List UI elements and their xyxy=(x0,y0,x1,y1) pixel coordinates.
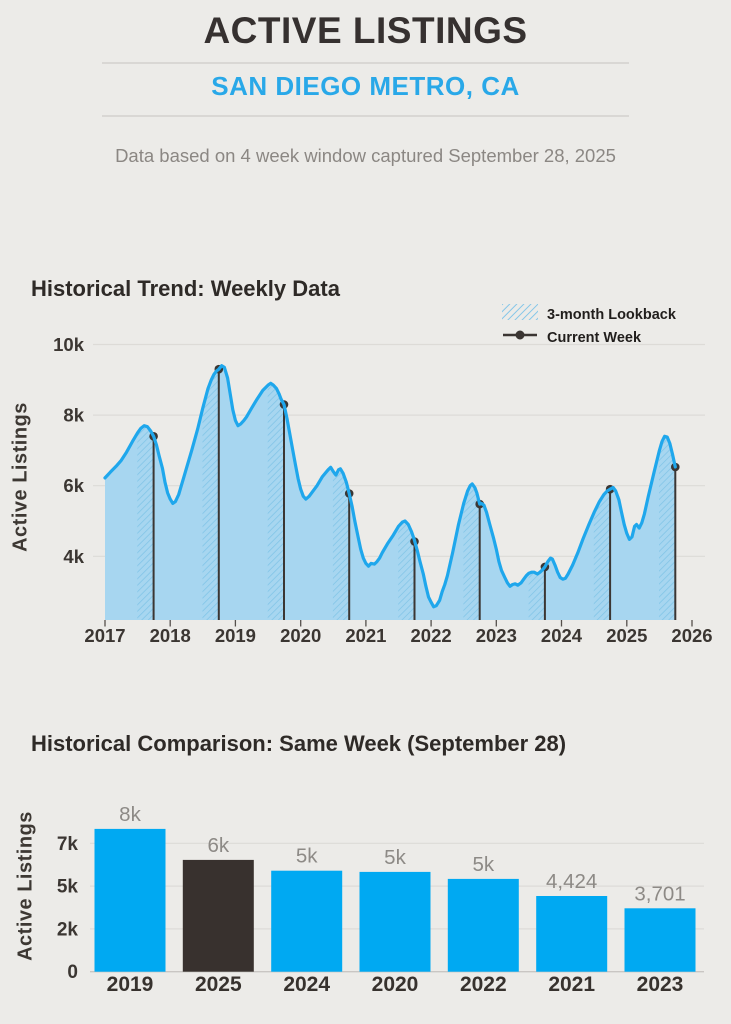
legend-row-lookback: 3-month Lookback xyxy=(502,303,676,326)
trend-section-title: Historical Trend: Weekly Data xyxy=(31,276,340,301)
trend-area xyxy=(105,365,676,620)
data-window-caption: Data based on 4 week window captured Sep… xyxy=(115,145,616,166)
bar-value-label: 5k xyxy=(472,853,494,876)
lookback-hatch-swatch-icon xyxy=(502,304,538,325)
trend-x-tick-label: 2023 xyxy=(476,625,517,646)
bar-year-label: 2022 xyxy=(460,973,507,996)
bar-year-label: 2021 xyxy=(548,973,595,996)
lookback-band xyxy=(528,365,545,620)
bar-year-label: 2019 xyxy=(107,973,154,996)
trend-y-tick-label: 6k xyxy=(63,475,84,496)
lookback-band xyxy=(593,365,611,620)
bar-y-tick-label: 7k xyxy=(57,834,79,855)
legend-label-current-week: Current Week xyxy=(547,329,642,346)
trend-line xyxy=(103,364,677,609)
bar-2021 xyxy=(536,896,608,972)
trend-y-tick-label: 10k xyxy=(53,334,85,355)
trend-x-tick-label: 2019 xyxy=(215,625,256,646)
trend-x-tick-label: 2017 xyxy=(84,625,125,646)
legend-row-current-week: Current Week xyxy=(502,326,676,349)
trend-x-tick-label: 2022 xyxy=(411,625,452,646)
divider xyxy=(102,115,629,117)
bar-2024 xyxy=(271,870,343,972)
trend-x-axis: 2017 2018 2019 2020 2021 2022 2023 2024 2025 2026 xyxy=(84,620,713,646)
trend-y-tick-label: 8k xyxy=(63,405,84,426)
trend-chart: 4k 6k 8k 10k 2017 2018 2019 2020 2021 2022 2023 202… xyxy=(53,334,713,646)
bar-y-tick-label: 0 xyxy=(67,962,78,983)
bar-2019 xyxy=(94,828,166,972)
lookback-band xyxy=(659,365,676,620)
bar-y-tick-label: 2k xyxy=(57,919,79,940)
current-week-swatch-icon xyxy=(502,327,538,348)
trend-x-tick-label: 2020 xyxy=(280,625,321,646)
trend-x-tick-label: 2024 xyxy=(541,625,583,646)
bar-2022 xyxy=(447,878,519,972)
bar-year-label: 2020 xyxy=(372,973,419,996)
comparison-chart: 0 2k 5k 7k 8k 2019 6k 2025 5k 2024 5k 2020 5k 2022 4,4… xyxy=(57,803,704,996)
bar-y-tick-label: 5k xyxy=(57,877,79,898)
region-subtitle: SAN DIEGO METRO, CA xyxy=(211,71,520,101)
page-title: ACTIVE LISTINGS xyxy=(203,10,528,51)
bar-2025 xyxy=(182,859,254,972)
legend-label-lookback: 3-month Lookback xyxy=(547,306,676,323)
trend-legend: 3-month Lookback Current Week xyxy=(502,303,676,349)
trend-x-tick-label: 2025 xyxy=(606,625,647,646)
bar-value-label: 8k xyxy=(119,803,141,826)
bar-2020 xyxy=(359,871,431,972)
bar-value-label: 4,424 xyxy=(546,870,597,893)
bar-value-label: 3,701 xyxy=(634,882,685,905)
comparison-section-title: Historical Comparison: Same Week (Septem… xyxy=(31,731,567,756)
lookback-band xyxy=(398,365,415,620)
bar-year-label: 2023 xyxy=(637,973,684,996)
bar-year-label: 2025 xyxy=(195,973,242,996)
lookback-band xyxy=(463,365,480,620)
trend-x-tick-label: 2021 xyxy=(345,625,386,646)
bar-2023 xyxy=(624,908,696,972)
bar-value-label: 5k xyxy=(296,845,318,868)
trend-y-tick-label: 4k xyxy=(63,546,84,567)
trend-x-tick-label: 2018 xyxy=(150,625,191,646)
bar-value-label: 6k xyxy=(207,834,229,857)
lookback-band xyxy=(202,365,219,620)
bar-year-label: 2024 xyxy=(283,973,330,996)
lookback-band xyxy=(267,365,284,620)
lookback-band xyxy=(137,365,154,620)
divider xyxy=(102,62,629,64)
trend-x-tick-label: 2026 xyxy=(671,625,712,646)
current-week-markers xyxy=(149,364,680,620)
bar-value-label: 5k xyxy=(384,846,406,869)
